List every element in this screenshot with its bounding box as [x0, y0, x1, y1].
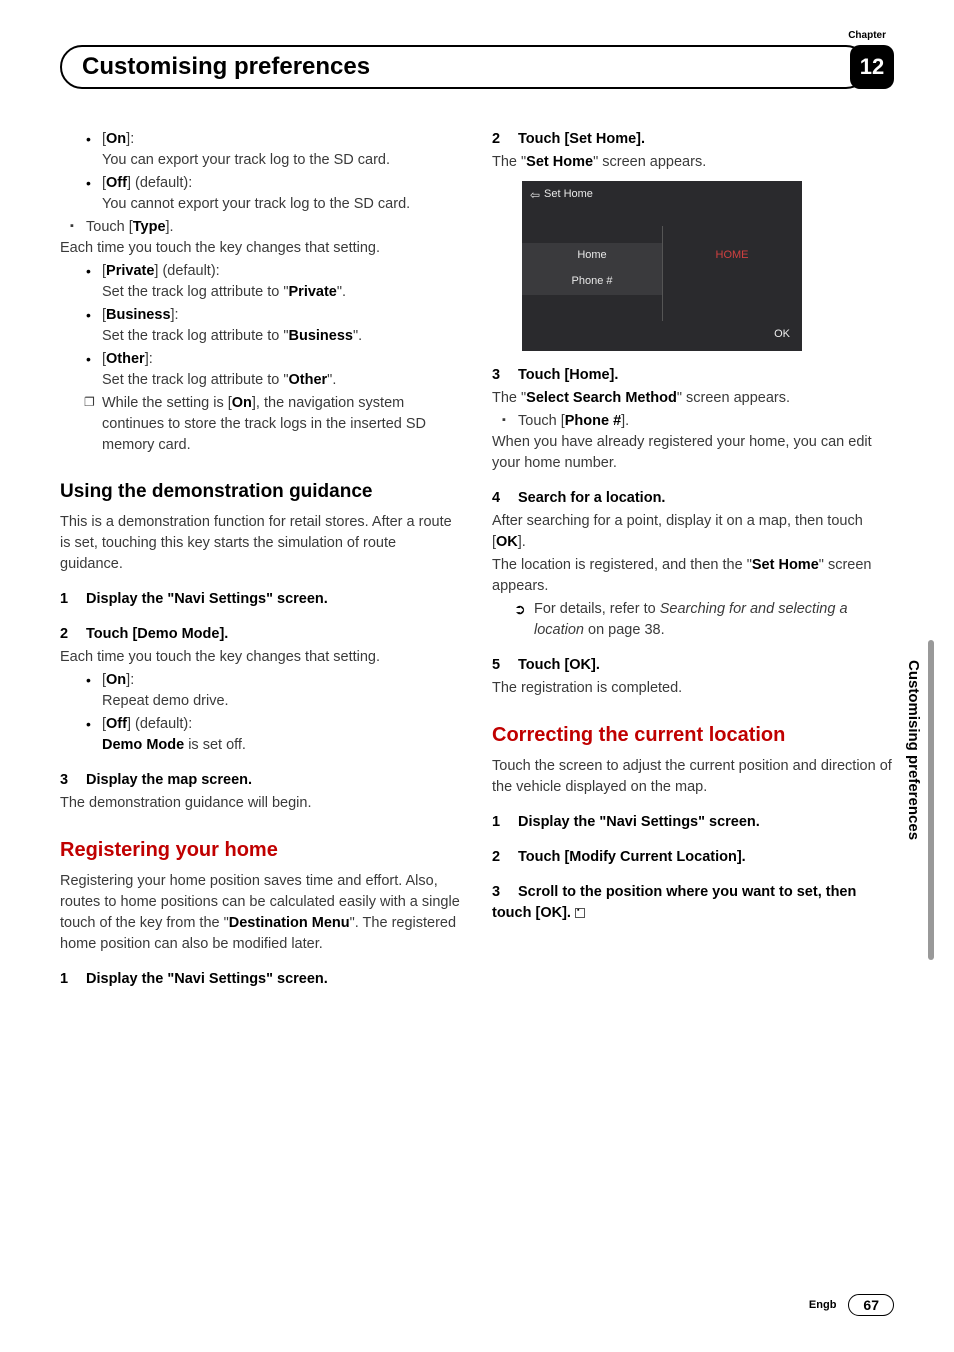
list-item: [Business]: Set the track log attribute …	[102, 305, 462, 347]
screenshot-home-value: HOME	[662, 243, 802, 269]
section-heading: Registering your home	[60, 836, 462, 865]
paragraph: The demonstration guidance will begin.	[60, 793, 462, 814]
right-column: 2Touch [Set Home]. The "Set Home" screen…	[492, 129, 894, 992]
paragraph: This is a demonstration function for ret…	[60, 512, 462, 575]
list-item: Touch [Phone #].	[518, 411, 894, 432]
back-icon: ⇦	[530, 187, 540, 204]
list-item: [Other]: Set the track log attribute to …	[102, 349, 462, 391]
paragraph: The registration is completed.	[492, 678, 894, 699]
side-index-bar	[928, 640, 934, 960]
chapter-number-badge: 12	[850, 45, 894, 89]
set-home-screenshot: ⇦ Set Home Home HOME Phone # OK	[522, 181, 802, 351]
step-heading: 2Touch [Set Home].	[492, 129, 894, 150]
paragraph: Touch the screen to adjust the current p…	[492, 756, 894, 798]
step-heading: 1Display the "Navi Settings" screen.	[60, 969, 462, 990]
list-item: [Private] (default): Set the track log a…	[102, 261, 462, 303]
end-mark-icon	[575, 908, 585, 918]
page-title: Customising preferences	[60, 45, 868, 89]
step-heading: 1Display the "Navi Settings" screen.	[60, 589, 462, 610]
chapter-label: Chapter	[60, 30, 894, 41]
left-column: [On]: You can export your track log to t…	[60, 129, 462, 992]
paragraph: Each time you touch the key changes that…	[60, 647, 462, 668]
paragraph: Each time you touch the key changes that…	[60, 238, 462, 259]
step-heading: 3Touch [Home].	[492, 365, 894, 386]
page-header: Chapter Customising preferences 12	[60, 30, 894, 89]
screenshot-phone-label: Phone #	[522, 269, 662, 295]
step-heading: 4Search for a location.	[492, 488, 894, 509]
paragraph: The "Select Search Method" screen appear…	[492, 388, 894, 409]
section-heading: Correcting the current location	[492, 721, 894, 750]
step-heading: 5Touch [OK].	[492, 655, 894, 676]
step-heading: 1Display the "Navi Settings" screen.	[492, 812, 894, 833]
paragraph: Registering your home position saves tim…	[60, 871, 462, 955]
screenshot-home-label: Home	[522, 243, 662, 269]
step-heading: 2Touch [Modify Current Location].	[492, 847, 894, 868]
step-heading: 2Touch [Demo Mode].	[60, 624, 462, 645]
list-item: [Off] (default): You cannot export your …	[102, 173, 462, 215]
side-tab-label: Customising preferences	[905, 660, 922, 840]
footer-language: Engb	[809, 1299, 837, 1311]
paragraph: When you have already registered your ho…	[492, 432, 894, 474]
list-item: Touch [Type].	[86, 217, 462, 238]
step-heading: 3Display the map screen.	[60, 770, 462, 791]
paragraph: After searching for a point, display it …	[492, 511, 894, 553]
list-item: [Off] (default): Demo Mode is set off.	[102, 714, 462, 756]
paragraph: The location is registered, and then the…	[492, 555, 894, 597]
screenshot-title: Set Home	[544, 187, 593, 203]
list-item: While the setting is [On], the navigatio…	[102, 393, 462, 456]
screenshot-ok-button: OK	[774, 327, 790, 343]
list-item: [On]: You can export your track log to t…	[102, 129, 462, 171]
paragraph: The "Set Home" screen appears.	[492, 152, 894, 173]
list-item: For details, refer to Searching for and …	[534, 599, 894, 641]
page-footer: Engb 67	[809, 1294, 894, 1316]
list-item: [On]: Repeat demo drive.	[102, 670, 462, 712]
section-heading: Using the demonstration guidance	[60, 478, 462, 506]
step-heading: 3Scroll to the position where you want t…	[492, 882, 894, 924]
page-number: 67	[848, 1294, 894, 1316]
